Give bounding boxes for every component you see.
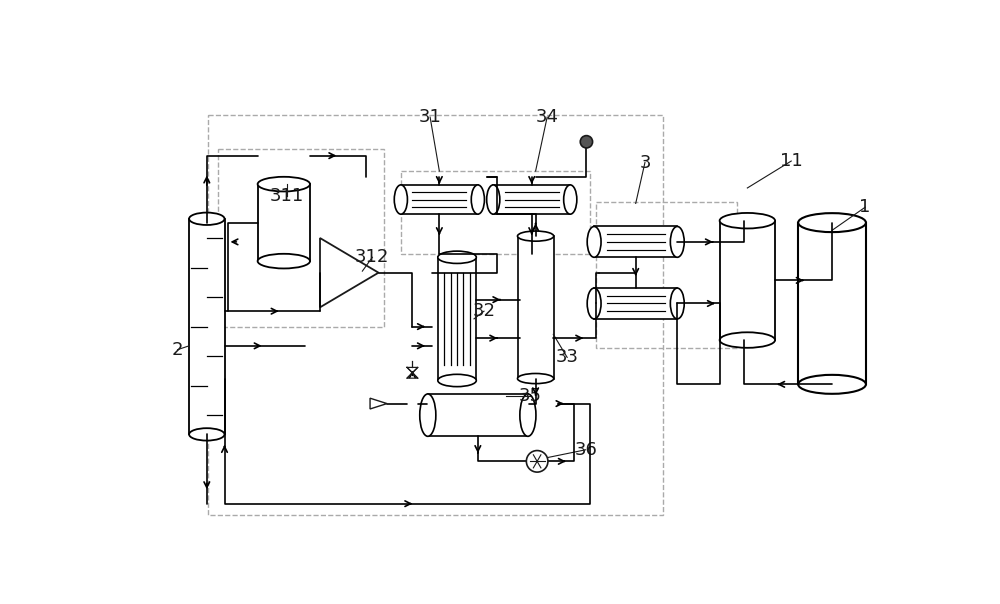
Polygon shape xyxy=(370,398,387,409)
Ellipse shape xyxy=(471,185,484,214)
Bar xyxy=(438,257,476,381)
Bar xyxy=(401,185,478,214)
Ellipse shape xyxy=(798,375,866,394)
Ellipse shape xyxy=(520,394,536,436)
Text: 36: 36 xyxy=(574,441,597,459)
Ellipse shape xyxy=(438,251,476,263)
Bar xyxy=(428,394,528,436)
Ellipse shape xyxy=(420,394,436,436)
Text: 34: 34 xyxy=(536,108,559,126)
Bar xyxy=(218,149,384,327)
Ellipse shape xyxy=(189,213,225,225)
Bar xyxy=(493,185,570,214)
Ellipse shape xyxy=(670,226,684,257)
Ellipse shape xyxy=(587,288,601,319)
Text: 311: 311 xyxy=(270,187,304,205)
Text: 32: 32 xyxy=(473,302,496,320)
Ellipse shape xyxy=(258,254,310,268)
Ellipse shape xyxy=(564,185,577,214)
Bar xyxy=(594,226,677,257)
Bar xyxy=(208,115,663,515)
Bar xyxy=(189,219,225,434)
Ellipse shape xyxy=(720,332,775,348)
Ellipse shape xyxy=(487,185,500,214)
Bar xyxy=(720,220,775,340)
Polygon shape xyxy=(320,238,379,307)
Bar xyxy=(401,171,590,254)
Bar xyxy=(258,184,310,261)
Ellipse shape xyxy=(258,177,310,191)
Ellipse shape xyxy=(670,288,684,319)
Text: 3: 3 xyxy=(639,153,651,172)
Bar xyxy=(596,202,737,348)
Bar xyxy=(518,236,554,379)
Ellipse shape xyxy=(189,428,225,440)
Bar xyxy=(594,288,677,319)
Text: 312: 312 xyxy=(355,248,390,266)
Text: 33: 33 xyxy=(556,349,579,367)
Ellipse shape xyxy=(394,185,407,214)
Text: 35: 35 xyxy=(519,387,542,405)
Text: 31: 31 xyxy=(419,108,442,126)
Ellipse shape xyxy=(438,374,476,387)
Ellipse shape xyxy=(720,213,775,228)
Ellipse shape xyxy=(587,226,601,257)
Text: 1: 1 xyxy=(859,198,871,216)
Ellipse shape xyxy=(798,213,866,232)
Ellipse shape xyxy=(518,231,554,241)
Ellipse shape xyxy=(580,136,593,148)
Text: 2: 2 xyxy=(172,341,183,359)
Bar xyxy=(798,223,866,384)
Ellipse shape xyxy=(526,451,548,472)
Text: 11: 11 xyxy=(780,152,803,170)
Ellipse shape xyxy=(518,373,554,384)
